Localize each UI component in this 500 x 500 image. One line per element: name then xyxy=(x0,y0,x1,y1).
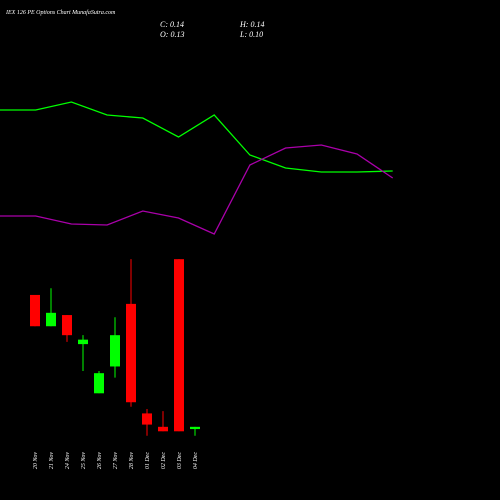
x-tick-label: 24 Nov xyxy=(64,452,71,470)
candle-body xyxy=(94,373,104,394)
candle-body xyxy=(190,426,200,430)
x-tick-label: 25 Nov xyxy=(81,452,87,470)
candle-body xyxy=(62,315,72,336)
ohlc-high: H: 0.14 xyxy=(239,20,264,29)
ohlc-low: L: 0.10 xyxy=(239,30,263,39)
x-tick-label: 20 Nov xyxy=(33,452,39,470)
candle-body xyxy=(174,259,184,432)
x-tick-label: 04 Dec xyxy=(192,452,199,469)
chart-title: IEX 126 PE Options Chart MunafaSutra.com xyxy=(5,9,116,16)
x-tick-label: 01 Dec xyxy=(145,452,151,469)
x-tick-label: 28 Nov xyxy=(129,452,135,470)
x-tick-label: 26 Nov xyxy=(97,452,103,470)
x-tick-label: 27 Nov xyxy=(113,452,119,470)
line-series xyxy=(0,144,394,235)
ohlc-open: O: 0.13 xyxy=(160,30,184,39)
candle-body xyxy=(78,339,88,345)
candle-body xyxy=(142,413,152,425)
line-series xyxy=(0,101,393,173)
candle-body xyxy=(46,312,56,327)
x-tick-label: 03 Dec xyxy=(177,452,183,469)
x-tick-label: 02 Dec xyxy=(161,452,167,469)
candle-body xyxy=(110,335,120,367)
candle-body xyxy=(30,294,40,327)
candle-body xyxy=(126,303,136,403)
ohlc-close: C: 0.14 xyxy=(160,20,184,29)
x-tick-label: 21 Nov xyxy=(49,452,55,470)
candle-body xyxy=(158,426,168,432)
